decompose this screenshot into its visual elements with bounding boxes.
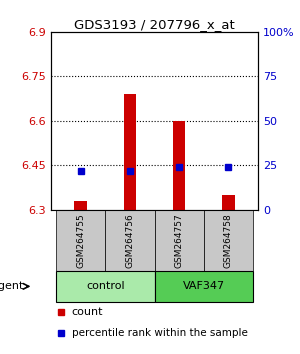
- Bar: [154, 210, 204, 271]
- Bar: [124, 94, 136, 210]
- Bar: [204, 210, 253, 271]
- Bar: [74, 201, 87, 210]
- Bar: [56, 210, 105, 271]
- Bar: [173, 121, 185, 210]
- Bar: [154, 271, 253, 302]
- Bar: [105, 210, 154, 271]
- Text: control: control: [86, 281, 124, 291]
- Bar: [56, 271, 154, 302]
- Title: GDS3193 / 207796_x_at: GDS3193 / 207796_x_at: [74, 18, 235, 31]
- Text: GSM264757: GSM264757: [175, 213, 184, 268]
- Text: VAF347: VAF347: [183, 281, 225, 291]
- Text: agent: agent: [0, 281, 24, 291]
- Text: GSM264755: GSM264755: [76, 213, 85, 268]
- Bar: [222, 195, 235, 210]
- Text: count: count: [72, 307, 103, 317]
- Text: GSM264756: GSM264756: [125, 213, 134, 268]
- Text: GSM264758: GSM264758: [224, 213, 233, 268]
- Text: percentile rank within the sample: percentile rank within the sample: [72, 328, 248, 338]
